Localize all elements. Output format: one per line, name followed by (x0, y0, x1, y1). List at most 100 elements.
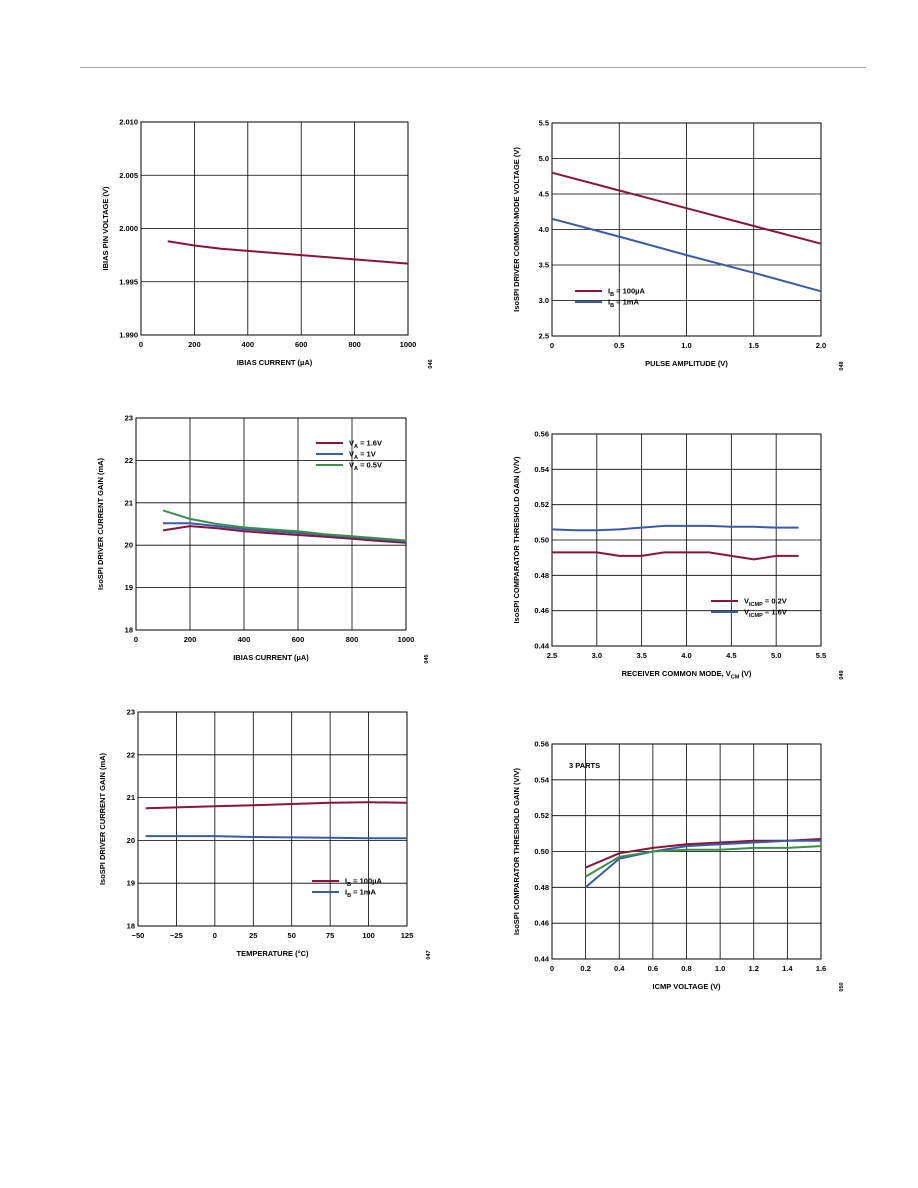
y-tick-label: 21 (125, 498, 133, 507)
y-tick-label: 1.990 (119, 331, 138, 340)
plot-frame (551, 743, 822, 960)
chart-1: 0 200 400 600 800 1000 1.990 1.995 2.000 2.005 2.0… (101, 118, 434, 369)
y-tick-label: 0.44 (534, 642, 549, 651)
x-tick-label: 2.0 (816, 341, 826, 350)
x-tick-label: 600 (292, 635, 305, 644)
y-tick-label: 2.010 (119, 118, 138, 127)
y-axis-label: IsoSPI COMPARATOR THRESHOLD GAIN (V/V) (512, 767, 521, 935)
x-tick-label: 200 (188, 340, 201, 349)
y-tick-label: 2.5 (539, 332, 549, 341)
y-tick-label: 18 (127, 922, 135, 931)
figure-code: 048 (839, 361, 845, 370)
figure-code: 045 (424, 654, 430, 663)
y-tick-label: 0.56 (534, 740, 549, 749)
x-axis-label: IBIAS CURRENT (µA) (233, 653, 309, 662)
x-tick-label: 1.5 (749, 341, 759, 350)
y-tick-label: 0.48 (534, 571, 549, 580)
series-line-2 (551, 524, 799, 532)
y-axis-label: IsoSPI DRIVER COMMON-MODE VOLTAGE (V) (512, 147, 521, 312)
figure-code: 046 (428, 359, 434, 368)
x-tick-label: 100 (362, 931, 375, 940)
plot-frame (135, 417, 407, 631)
x-tick-label: 0.6 (648, 964, 658, 973)
x-axis-label: IBIAS CURRENT (µA) (237, 358, 313, 367)
y-tick-label: 0.56 (534, 430, 549, 439)
y-tick-label: 2.005 (119, 171, 138, 180)
y-tick-label: 1.995 (119, 277, 138, 286)
x-tick-label: 0 (550, 341, 554, 350)
plot-frame (551, 122, 822, 337)
x-tick-label: 1.0 (715, 964, 725, 973)
y-tick-label: 3.0 (539, 296, 549, 305)
x-tick-label: 75 (326, 931, 334, 940)
y-tick-label: 19 (125, 583, 133, 592)
chart-4: 2.5 3.0 3.5 4.0 4.5 5.0 5.5 0.44 0.46 0.48 0.50 0.5… (512, 430, 845, 681)
y-tick-label: 0.50 (534, 847, 549, 856)
x-tick-label: 1000 (398, 635, 415, 644)
figure-code: 050 (839, 982, 845, 991)
header-rule (80, 67, 866, 68)
y-tick-label: 5.0 (539, 154, 549, 163)
series-line-1 (145, 801, 408, 810)
y-axis-label: IsoSPI COMPARATOR THRESHOLD GAIN (V/V) (512, 456, 521, 624)
y-tick-label: 18 (125, 626, 133, 635)
x-tick-label: 25 (249, 931, 257, 940)
x-axis-label: TEMPERATURE (°C) (236, 949, 309, 958)
y-axis-label: IsoSPI DRIVER CURRENT GAIN (mA) (98, 752, 107, 885)
y-tick-label: 0.44 (534, 955, 549, 964)
x-tick-label: 0.4 (614, 964, 625, 973)
x-tick-label: 800 (346, 635, 359, 644)
x-tick-label: −50 (132, 931, 145, 940)
figure-code: 049 (839, 670, 845, 679)
chart-3: 0 200 400 600 800 1000 18 19 20 21 22 23 IBIAS CURRE… (96, 414, 430, 664)
y-tick-label: 4.5 (539, 190, 549, 199)
chart-5: −50 −25 0 25 50 75 100 125 18 19 20 21 22 23 TEMPERATU… (98, 708, 432, 960)
y-tick-label: 23 (127, 708, 135, 717)
x-tick-label: 0 (139, 340, 143, 349)
chart-2: 0 0.5 1.0 1.5 2.0 2.5 3.0 3.5 4.0 4.5 5.0 5.5 PULSE … (512, 119, 845, 371)
y-tick-label: 0.50 (534, 536, 549, 545)
y-tick-label: 21 (127, 793, 135, 802)
plot-frame (137, 711, 408, 927)
y-tick-label: 5.5 (539, 119, 549, 128)
legend-label: VICMP = 1.6V (744, 608, 787, 620)
x-axis-label: PULSE AMPLITUDE (V) (645, 359, 728, 368)
y-tick-label: 0.52 (534, 500, 549, 509)
x-tick-label: 600 (295, 340, 308, 349)
x-tick-label: 1.6 (816, 964, 826, 973)
y-tick-label: 0.54 (534, 775, 549, 784)
legend-label: VICMP = 0.2V (744, 597, 787, 609)
x-tick-label: 800 (348, 340, 361, 349)
series-line-2 (145, 835, 407, 840)
x-axis-label: RECEIVER COMMON MODE, VCM (V) (622, 669, 752, 681)
plot-frame (140, 121, 409, 336)
x-tick-label: 2.5 (547, 651, 557, 660)
y-tick-label: 2.000 (119, 224, 138, 233)
legend-label: IB = 100µA (345, 877, 382, 889)
x-tick-label: 5.0 (771, 651, 781, 660)
x-tick-label: 1.0 (681, 341, 691, 350)
x-tick-label: 400 (242, 340, 255, 349)
y-tick-label: 0.52 (534, 811, 549, 820)
y-tick-label: 0.46 (534, 606, 549, 615)
series-line-1 (167, 240, 409, 265)
x-tick-label: 4.0 (681, 651, 691, 660)
legend-label: IB = 100µA (608, 287, 645, 299)
y-tick-label: 23 (125, 414, 133, 423)
x-axis-label: ICMP VOLTAGE (V) (653, 982, 721, 991)
series-line-1 (162, 525, 407, 544)
y-tick-label: 0.46 (534, 919, 549, 928)
series-line-2 (551, 217, 822, 293)
x-tick-label: 0 (134, 635, 138, 644)
plot-frame (551, 433, 822, 647)
x-tick-label: 0.5 (614, 341, 624, 350)
x-tick-label: 400 (238, 635, 251, 644)
legend-label: VA = 0.5V (349, 461, 382, 473)
series-line-1 (551, 171, 822, 245)
x-tick-label: 1.2 (749, 964, 759, 973)
y-tick-label: 4.0 (539, 225, 549, 234)
x-tick-label: 0 (213, 931, 217, 940)
y-tick-label: 20 (125, 541, 133, 550)
figure-code: 047 (426, 950, 432, 959)
